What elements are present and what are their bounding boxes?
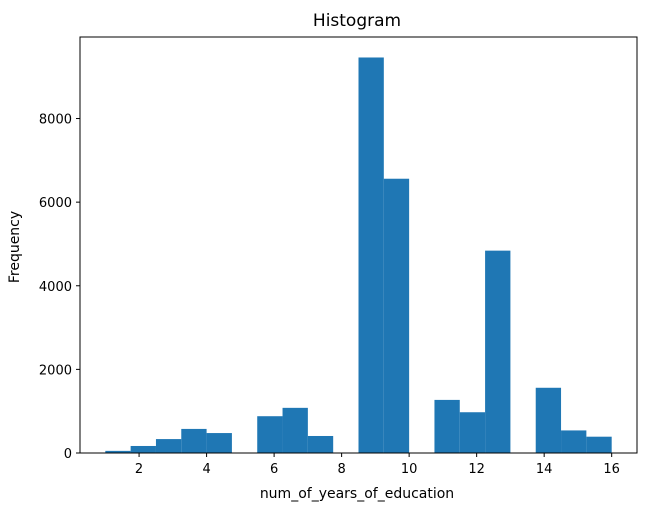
histogram-bar — [105, 450, 131, 453]
histogram-bar — [383, 178, 410, 453]
y-tick-label: 8000 — [39, 113, 72, 128]
x-ticks-group: 2 4 6 8 10 12 14 16 — [135, 453, 620, 477]
histogram-bar — [535, 387, 562, 453]
y-axis-label: Frequency — [7, 211, 23, 283]
y-tick-label: 4000 — [39, 280, 72, 295]
x-tick-label: 4 — [202, 462, 210, 477]
chart-title: Histogram — [313, 11, 401, 31]
histogram-bar — [155, 439, 182, 453]
bars-group — [105, 57, 612, 454]
axes-frame — [79, 36, 638, 454]
y-tick-label: 2000 — [39, 363, 72, 378]
x-tick-label: 2 — [135, 462, 143, 477]
x-tick-label: 10 — [401, 462, 418, 477]
histogram-bar — [181, 428, 207, 453]
x-tick-label: 14 — [536, 462, 553, 477]
x-axis-label: num_of_years_of_education — [260, 486, 454, 502]
histogram-bar — [434, 399, 460, 453]
x-tick-label: 8 — [337, 462, 345, 477]
y-ticks-group: 0 2000 4000 6000 8000 — [39, 113, 80, 462]
histogram-bar — [307, 435, 334, 453]
histogram-bar — [561, 430, 587, 453]
histogram-bar — [358, 57, 384, 454]
histogram-bar — [459, 412, 486, 453]
histogram-bar — [485, 250, 511, 453]
histogram-bar — [206, 433, 232, 453]
histogram-bar — [257, 416, 283, 453]
y-tick-label: 6000 — [39, 196, 72, 211]
x-tick-label: 6 — [270, 462, 278, 477]
x-tick-label: 16 — [603, 462, 620, 477]
y-tick-label: 0 — [64, 447, 72, 462]
histogram-bar — [282, 407, 308, 453]
histogram-bar — [586, 436, 612, 453]
histogram-bar — [130, 445, 156, 453]
x-tick-label: 12 — [468, 462, 485, 477]
